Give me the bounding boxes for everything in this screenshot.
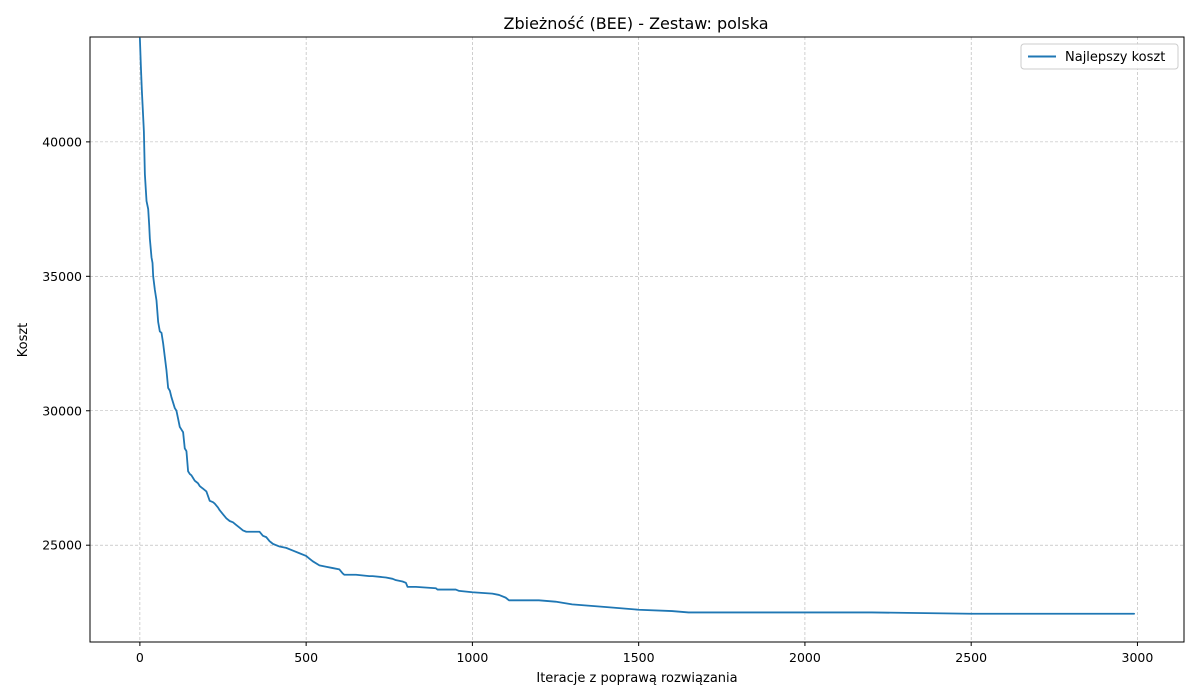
- x-tick-label: 2000: [789, 650, 821, 665]
- plot-frame: [89, 36, 1185, 643]
- legend-box: [1020, 43, 1179, 70]
- x-tick-label: 0: [136, 650, 144, 665]
- x-axis-label: Iteracje z poprawą rozwiązania: [536, 671, 737, 686]
- legend-label: Najlepszy koszt: [1065, 50, 1165, 65]
- y-tick-label: 30000: [42, 403, 82, 418]
- y-tick-label: 35000: [42, 269, 82, 284]
- x-tick-label: 3000: [1122, 650, 1154, 665]
- x-tick-label: 2500: [955, 650, 987, 665]
- x-tick-label: 1000: [456, 650, 488, 665]
- grid-lines: [90, 37, 1184, 642]
- series-layer: [138, 37, 1136, 615]
- legend: Najlepszy koszt: [1020, 43, 1179, 70]
- axis-ticks: 0 500 1000 1500 2000 2500 3000 25000 30000 35000 4…: [42, 134, 1153, 665]
- chart-title: Zbieżność (BEE) - Zestaw: polska: [504, 14, 769, 33]
- x-tick-label: 1500: [623, 650, 655, 665]
- y-axis-label: Koszt: [16, 323, 31, 358]
- x-tick-label: 500: [294, 650, 318, 665]
- y-tick-label: 40000: [42, 134, 82, 149]
- y-tick-label: 25000: [42, 538, 82, 553]
- series-line-najlepszy-koszt: [138, 37, 1136, 615]
